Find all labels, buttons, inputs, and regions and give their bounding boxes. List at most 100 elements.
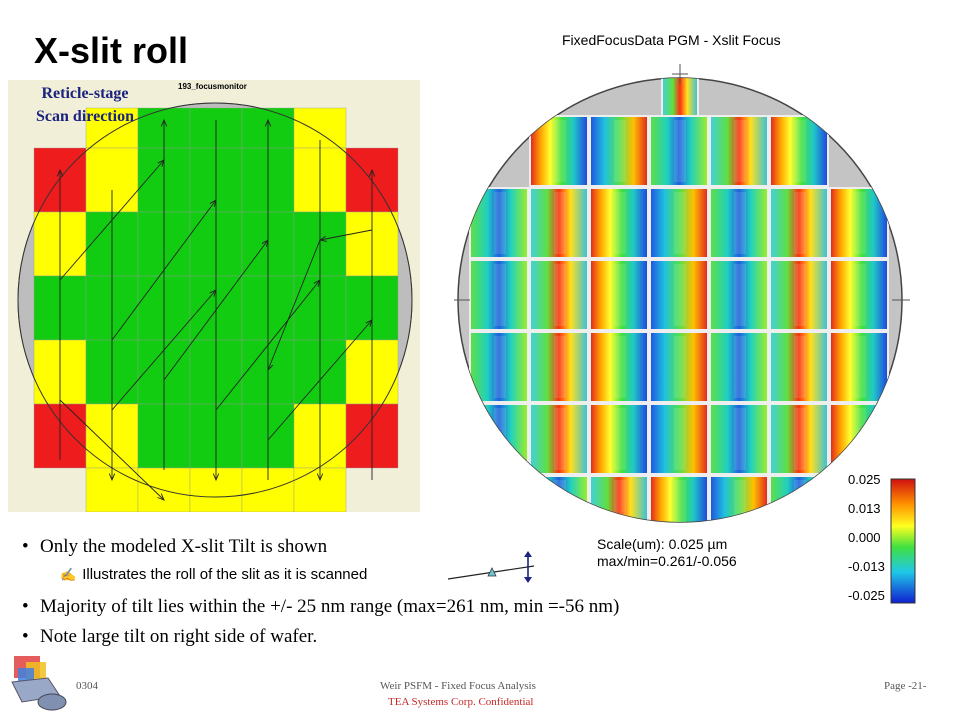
scan-arrow (319, 229, 373, 241)
focus-field (649, 403, 709, 475)
colorbar-label-zero: 0.000 (848, 530, 881, 545)
focus-field-overlay (614, 480, 626, 522)
focus-field-overlay (674, 120, 686, 182)
focus-field (589, 403, 649, 475)
focus-field-overlay (794, 120, 806, 182)
field-map-panel (8, 80, 420, 513)
scan-arrow-head (157, 159, 165, 167)
focus-field (529, 259, 589, 331)
focus-field (469, 259, 529, 331)
field-cell (85, 107, 139, 149)
focus-field-overlay (614, 408, 626, 470)
colorbar-label-upper: 0.013 (848, 501, 881, 516)
focus-field-overlay (554, 480, 566, 522)
focus-field-overlay (734, 480, 746, 522)
focus-field-overlay (734, 408, 746, 470)
scan-arrow-head (267, 362, 274, 372)
focus-field-overlay (794, 480, 806, 522)
focus-field-overlay (554, 408, 566, 470)
scale-caption-line2: max/min=0.261/-0.056 (597, 553, 737, 569)
focus-field-overlay (674, 480, 686, 522)
scan-arrow-head (316, 473, 324, 482)
focus-field (529, 403, 589, 475)
scan-arrow (215, 279, 321, 411)
scan-arrow-head (157, 493, 165, 501)
focus-field-overlay (854, 192, 866, 254)
focus-field-overlay (494, 264, 506, 326)
focus-field-overlay (614, 192, 626, 254)
footer-title: Weir PSFM - Fixed Focus Analysis (380, 680, 536, 692)
footer-page-number: Page -21- (884, 680, 927, 692)
scan-arrow-head (209, 289, 217, 297)
focus-field (649, 259, 709, 331)
focus-field-overlay (854, 408, 866, 470)
bullet-dot-icon: • (22, 596, 29, 617)
focus-field-overlay (674, 264, 686, 326)
scan-arrow-head (313, 279, 321, 287)
scan-arrow-head (212, 473, 220, 482)
focus-field (529, 187, 589, 259)
bullet-dot-icon: • (22, 626, 29, 647)
scan-arrow-head (56, 168, 64, 177)
focus-field-overlay (614, 336, 626, 398)
scale-caption-line1: Scale(um): 0.025 µm (597, 536, 728, 552)
focus-field-overlay (494, 336, 506, 398)
scan-arrow (267, 319, 373, 441)
focus-field-overlay (854, 336, 866, 398)
focus-field (769, 187, 829, 259)
focus-field (709, 403, 769, 475)
focus-field-overlay (794, 264, 806, 326)
colorbar-label-lower: -0.013 (848, 559, 885, 574)
focus-field-overlay (614, 120, 626, 182)
focus-field (769, 403, 829, 475)
focus-field (769, 259, 829, 331)
focus-field-overlay (794, 408, 806, 470)
focus-field (709, 259, 769, 331)
bullet-1: • Only the modeled X-slit Tilt is shown (22, 536, 327, 558)
scan-label-line1: Reticle-stage (41, 85, 129, 102)
scan-arrow (163, 239, 269, 381)
focus-field-overlay (614, 264, 626, 326)
sub-bullet-text: Illustrates the roll of the slit as it i… (82, 566, 368, 583)
focus-field-overlay (554, 192, 566, 254)
pen-bullet-icon: ✍ (60, 567, 77, 582)
bullet-2: • Majority of tilt lies within the +/- 25… (22, 596, 619, 618)
focus-field (589, 259, 649, 331)
bullet-2-text: Majority of tilt lies within the +/- 25 … (40, 596, 620, 617)
focus-field (589, 115, 649, 187)
footer-confidential: TEA Systems Corp. Confidential (388, 696, 534, 708)
focus-field-overlay (734, 120, 746, 182)
bullet-dot-icon: • (22, 536, 29, 557)
focus-field (709, 331, 769, 403)
focus-field-overlay (554, 264, 566, 326)
scan-arrow (267, 239, 321, 371)
scan-arrow-head (365, 319, 373, 327)
field-map-graphic (17, 102, 413, 513)
focus-field-partial (661, 78, 699, 117)
scan-label-line2: Scan direction (36, 108, 134, 125)
focus-field (829, 331, 889, 403)
focus-field (649, 331, 709, 403)
focus-field-overlay (734, 264, 746, 326)
focus-field-overlay (554, 120, 566, 182)
focus-field-overlay (734, 192, 746, 254)
bullet-1-text: Only the modeled X-slit Tilt is shown (40, 536, 328, 557)
focus-field-overlay (494, 192, 506, 254)
footer-code: 0304 (76, 680, 98, 692)
focus-field-overlay (794, 192, 806, 254)
focus-field-overlay (494, 408, 506, 470)
focus-field-overlay (674, 408, 686, 470)
sub-bullet: ✍ Illustrates the roll of the slit as it … (60, 566, 367, 583)
bullet-3-text: Note large tilt on right side of wafer. (40, 626, 318, 647)
field-map-tag: 193_focusmonitor (178, 82, 247, 91)
scan-arrow-head (108, 473, 116, 482)
focus-field-overlay (674, 336, 686, 398)
bullet-3: • Note large tilt on right side of wafer. (22, 626, 317, 648)
scan-arrow (59, 399, 165, 501)
color-bar (890, 478, 916, 604)
slit-roll-icon (447, 551, 535, 583)
slide-title: X-slit roll (34, 30, 189, 71)
scan-direction-label: Reticle-stage Scan direction (10, 82, 160, 128)
focus-field (649, 475, 709, 522)
focus-field (589, 331, 649, 403)
